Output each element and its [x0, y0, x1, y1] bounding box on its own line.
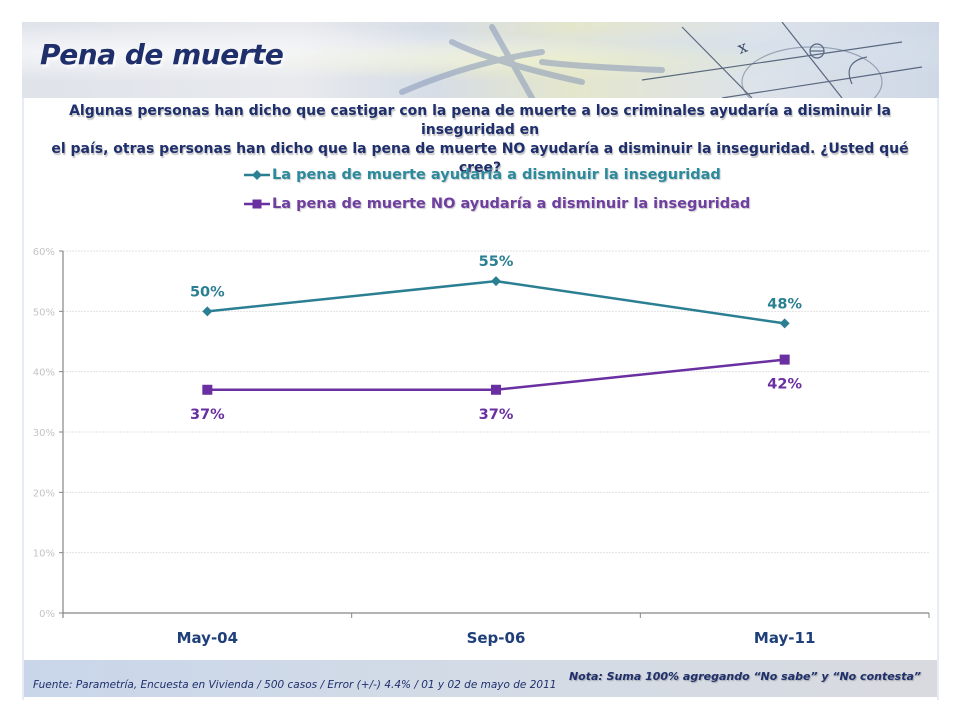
question-line-2: el país, otras personas han dicho que la…: [51, 141, 909, 176]
data-label: 37%: [479, 407, 514, 423]
data-label: 48%: [767, 296, 802, 312]
chart-legend: La pena de muerte ayudaría a disminuir l…: [244, 160, 750, 218]
banner-decoration: x: [399, 22, 923, 98]
survey-question: Algunas personas han dicho que castigar …: [40, 102, 920, 178]
y-tick-label: 10%: [33, 549, 55, 560]
y-tick-label: 50%: [33, 307, 55, 318]
legend-diamond-marker-icon: [244, 169, 270, 180]
question-line-1: Algunas personas han dicho que castigar …: [69, 103, 891, 138]
data-point-diamond: [491, 276, 501, 287]
header-banner: x: [22, 22, 939, 98]
data-point-diamond: [202, 306, 213, 317]
labels: 50% 55% 48% 37% 37% 42%: [190, 254, 803, 423]
data-point-square: [491, 384, 501, 395]
y-tick-label: 20%: [33, 488, 55, 499]
y-tick-label: 30%: [33, 428, 55, 439]
page-title: Pena de muerte: [40, 38, 284, 71]
data-label: 55%: [479, 254, 514, 270]
data-point-square: [779, 354, 790, 365]
series-line-0: [207, 279, 785, 325]
data-point-diamond: [779, 318, 790, 329]
x-category-label: May-04: [177, 629, 238, 647]
data-label: 50%: [190, 284, 225, 300]
y-tick-label: 40%: [33, 368, 55, 379]
data-label: 37%: [190, 407, 225, 423]
x-category-label: May-11: [754, 629, 815, 647]
legend-label: La pena de muerte ayudaría a disminuir l…: [272, 166, 721, 183]
series: [202, 276, 790, 395]
footnote: Nota: Suma 100% agregando “No sabe” y “N…: [568, 670, 921, 683]
legend-label: La pena de muerte NO ayudaría a disminui…: [272, 195, 751, 212]
legend-square-marker-icon: [244, 199, 270, 208]
legend-item-no-ayudaria: La pena de muerte NO ayudaría a disminui…: [244, 189, 750, 218]
data-label: 42%: [767, 377, 802, 393]
axes: 0% 10% 20% 30% 40% 50% 60% May-04 Sep-06 May-11: [33, 247, 930, 647]
x-category-label: Sep-06: [467, 629, 526, 647]
legend-item-ayudaria: La pena de muerte ayudaría a disminuir l…: [244, 160, 750, 189]
gridlines: [63, 250, 929, 554]
y-tick-label: 0%: [39, 609, 55, 620]
source-note: Fuente: Parametría, Encuesta en Vivienda…: [33, 679, 557, 691]
data-point-square: [202, 384, 213, 395]
y-tick-label: 60%: [33, 247, 55, 258]
footer-bar: [24, 660, 937, 697]
